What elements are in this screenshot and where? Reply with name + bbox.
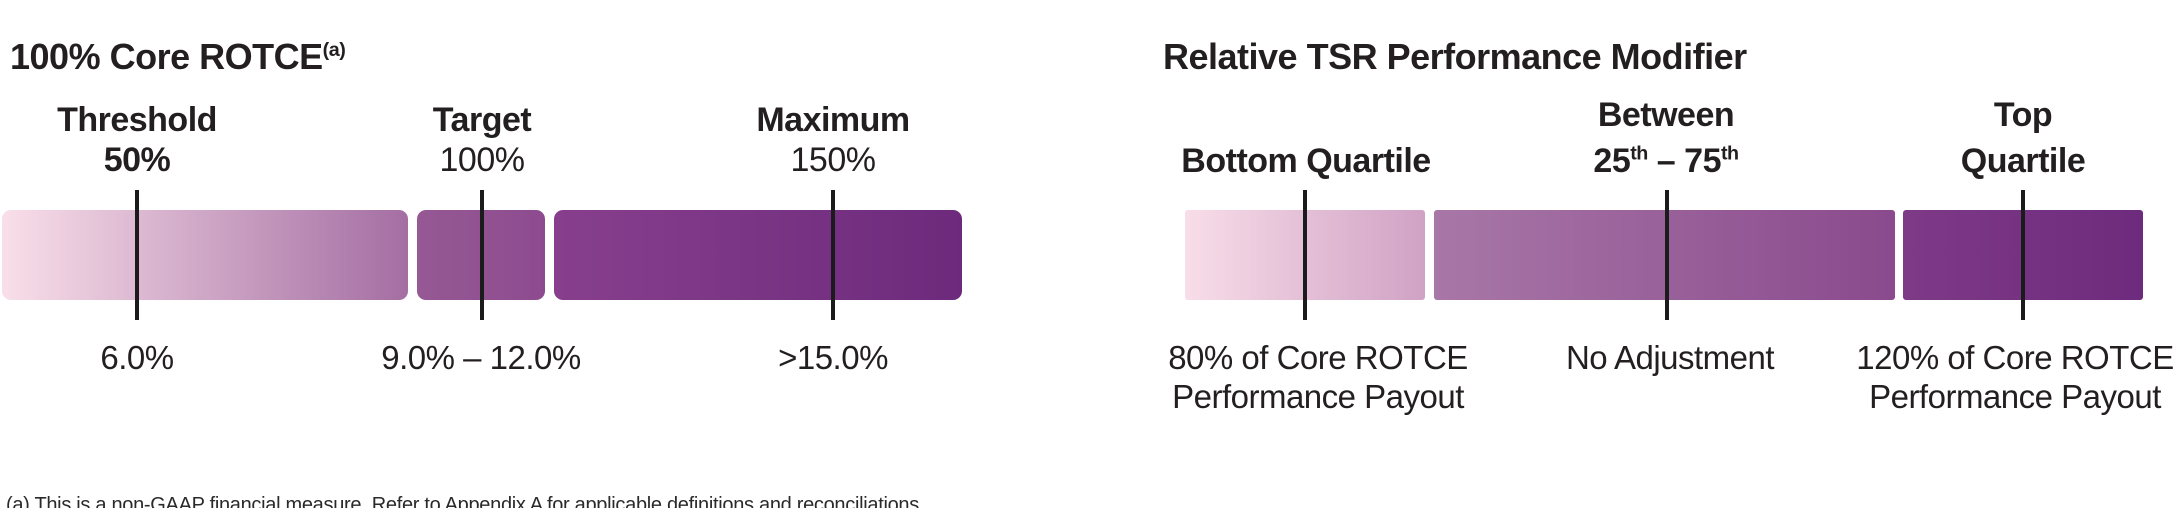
middle-quartile-label-line1: Between [1597, 96, 1735, 134]
maximum-label-payout: 150% [790, 141, 876, 179]
footnote: (a) This is a non-GAAP financial measure… [6, 494, 925, 508]
th-superscript: th [1720, 142, 1739, 165]
tsr-tick-top [2021, 190, 2025, 320]
middle-quartile-result: No Adjustment [1565, 339, 1775, 376]
top-quartile-label-line1: Top [1993, 96, 2053, 134]
rotce-tick-maximum [831, 190, 835, 320]
maximum-label-name: Maximum [756, 101, 910, 139]
target-label: Target 100% [432, 100, 532, 180]
bottom-quartile-label: Bottom Quartile [1181, 142, 1431, 180]
threshold-value: 6.0% [100, 339, 174, 376]
footnote-marker: (a) [6, 494, 30, 508]
rotce-tick-target [480, 190, 484, 320]
rotce-bar-segment-maximum [554, 210, 962, 300]
footnote-marker-superscript: (a) [322, 38, 346, 61]
top-quartile-result-line1: 120% of Core ROTCE [1856, 339, 2174, 376]
tsr-bar-segment-middle [1434, 210, 1895, 300]
middle-quartile-label: Between 25th – 75th [1593, 92, 1739, 184]
top-quartile-label: Top Quartile [1960, 92, 2086, 184]
tsr-title: Relative TSR Performance Modifier [1163, 35, 1747, 77]
footnote-text: This is a non-GAAP financial measure. Re… [29, 494, 925, 508]
bottom-quartile-result-line2: Performance Payout [1172, 378, 1464, 415]
bottom-quartile-result: 80% of Core ROTCE Performance Payout [1168, 338, 1468, 416]
target-label-name: Target [432, 101, 532, 139]
top-quartile-result: 120% of Core ROTCE Performance Payout [1856, 338, 2174, 416]
threshold-label-payout: 50% [103, 141, 171, 179]
th-superscript: th [1630, 142, 1648, 165]
bottom-quartile-result-line1: 80% of Core ROTCE [1168, 339, 1468, 376]
maximum-label: Maximum 150% [756, 100, 910, 180]
core-rotce-title-text: 100% Core ROTCE [10, 35, 323, 77]
top-quartile-result-line2: Performance Payout [1869, 378, 2161, 415]
maximum-value: >15.0% [778, 339, 888, 376]
tsr-tick-bottom [1303, 190, 1307, 320]
top-quartile-label-line2: Quartile [1960, 142, 2086, 180]
threshold-label-name: Threshold [57, 101, 217, 139]
rotce-bar-segment-threshold [2, 210, 408, 300]
threshold-label: Threshold 50% [57, 100, 217, 180]
rotce-tick-threshold [135, 190, 139, 320]
target-value: 9.0% – 12.0% [381, 339, 581, 376]
target-label-payout: 100% [439, 141, 525, 179]
core-rotce-title: 100% Core ROTCE(a) [10, 35, 346, 78]
tsr-tick-middle [1665, 190, 1669, 320]
middle-quartile-label-line2: 25th – 75th [1593, 142, 1739, 180]
